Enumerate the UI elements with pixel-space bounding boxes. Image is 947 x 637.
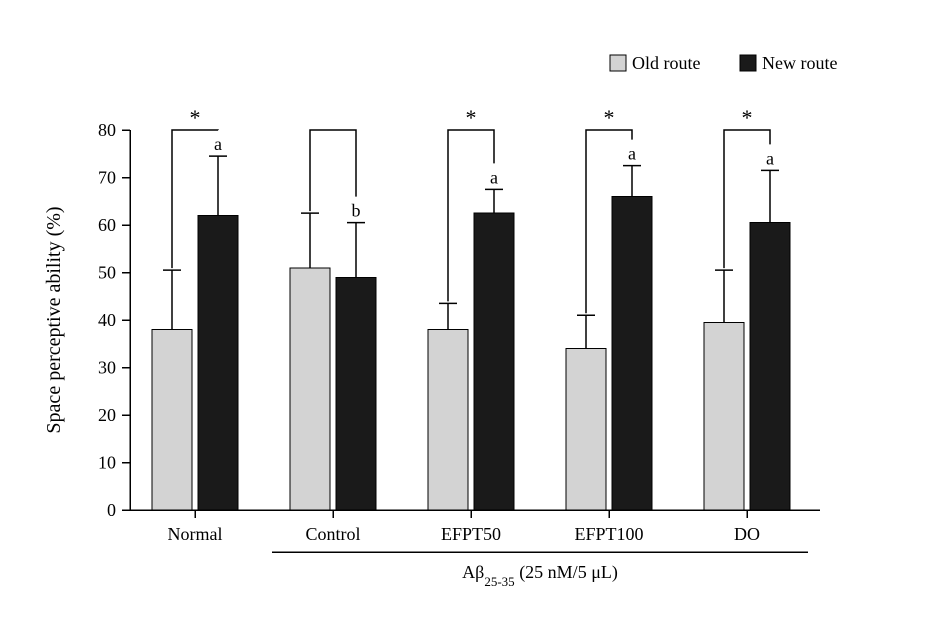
treatment-label: Aβ25-35 (25 nM/5 μL) xyxy=(462,562,618,589)
y-tick-label: 40 xyxy=(98,310,116,330)
chart-container: Old route New route 0 10 20 30 40 50 60 70 80 Space… xyxy=(0,0,947,637)
legend: Old route New route xyxy=(610,53,837,73)
bar-old xyxy=(428,330,468,511)
sig-letter: a xyxy=(766,148,774,168)
sig-letter: a xyxy=(628,144,636,164)
y-tick-label: 70 xyxy=(98,168,116,188)
legend-swatch-old xyxy=(610,55,626,71)
legend-label-new: New route xyxy=(762,53,837,73)
y-tick-label: 50 xyxy=(98,263,116,283)
sig-letter: b xyxy=(352,201,361,221)
legend-label-old: Old route xyxy=(632,53,700,73)
y-axis-label: Space perceptive ability (%) xyxy=(43,206,65,433)
x-tick-label: EFPT50 xyxy=(441,524,501,544)
x-tick-label: Normal xyxy=(168,524,223,544)
bar-new xyxy=(198,216,238,511)
sig-letter: a xyxy=(214,134,222,154)
bar-chart: Old route New route 0 10 20 30 40 50 60 70 80 Space… xyxy=(0,0,947,637)
sig-star: * xyxy=(466,105,477,130)
bar-old xyxy=(566,349,606,511)
y-tick-label: 60 xyxy=(98,215,116,235)
bar-old xyxy=(290,268,330,510)
x-tick-label: EFPT100 xyxy=(574,524,643,544)
bar-new xyxy=(336,277,376,510)
sig-star: * xyxy=(190,105,201,130)
sig-star: * xyxy=(604,105,615,130)
bar-new xyxy=(750,223,790,510)
sig-bracket xyxy=(310,130,356,211)
bar-new xyxy=(612,197,652,511)
x-tick-label: DO xyxy=(734,524,760,544)
y-tick-label: 10 xyxy=(98,453,116,473)
legend-swatch-new xyxy=(740,55,756,71)
sig-letter: a xyxy=(490,167,498,187)
sig-star: * xyxy=(742,105,753,130)
bar-new xyxy=(474,213,514,510)
bar-old xyxy=(152,330,192,511)
y-tick-label: 30 xyxy=(98,358,116,378)
y-tick-label: 0 xyxy=(107,500,116,520)
x-tick-label: Control xyxy=(305,524,360,544)
y-tick-label: 20 xyxy=(98,405,116,425)
bar-old xyxy=(704,322,744,510)
y-tick-label: 80 xyxy=(98,120,116,140)
